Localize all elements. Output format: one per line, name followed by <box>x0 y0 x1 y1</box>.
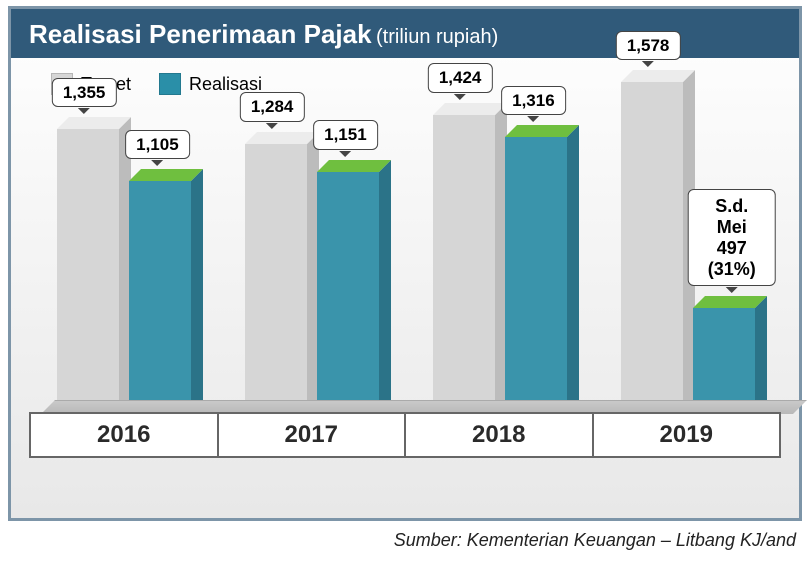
chart-frame: Realisasi Penerimaan Pajak (triliun rupi… <box>8 6 802 521</box>
x-axis-platform: 2016201720182019 <box>29 412 781 458</box>
year-label: 2018 <box>406 414 594 456</box>
bar-realisasi <box>129 181 191 412</box>
source-text: Sumber: Kementerian Keuangan – Litbang K… <box>394 530 796 551</box>
legend-realisasi-swatch <box>159 73 181 95</box>
value-callout-target: 1,424 <box>428 63 493 93</box>
value-callout-target: 1,355 <box>52 78 117 108</box>
platform-front-face: 2016201720182019 <box>29 412 781 458</box>
bar-target <box>57 129 119 412</box>
year-label: 2019 <box>594 414 780 456</box>
value-callout-realisasi: S.d. Mei 497 (31%) <box>688 189 776 286</box>
title-bar: Realisasi Penerimaan Pajak (triliun rupi… <box>11 9 799 58</box>
value-callout-target: 1,578 <box>616 31 681 61</box>
chart-title: Realisasi Penerimaan Pajak <box>29 19 372 49</box>
value-callout-target: 1,284 <box>240 92 305 122</box>
year-label: 2017 <box>219 414 407 456</box>
value-callout-realisasi: 1,105 <box>125 130 190 160</box>
bar-target <box>245 144 307 412</box>
bar-realisasi <box>317 172 379 412</box>
value-callout-realisasi: 1,316 <box>501 86 566 116</box>
value-callout-realisasi: 1,151 <box>313 120 378 150</box>
plot-area: 1,3551,1051,2841,1511,4241,3161,578S.d. … <box>29 109 781 458</box>
bar-target <box>433 115 495 412</box>
bar-target <box>621 82 683 412</box>
bar-realisasi <box>505 137 567 412</box>
year-label: 2016 <box>31 414 219 456</box>
bar-realisasi <box>693 308 755 412</box>
bars-container: 1,3551,1051,2841,1511,4241,3161,578S.d. … <box>29 109 781 412</box>
chart-subtitle: (triliun rupiah) <box>376 26 498 48</box>
